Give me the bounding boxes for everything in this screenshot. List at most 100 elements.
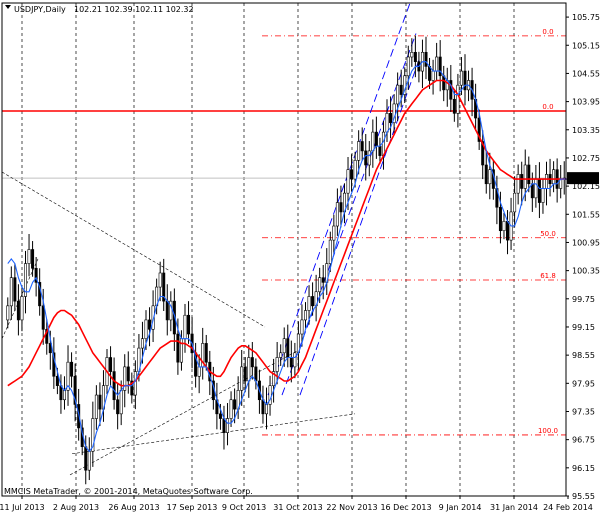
candle-body: [293, 352, 297, 368]
candle: [332, 214, 336, 255]
candle-body: [513, 192, 517, 213]
candle-body: [286, 338, 290, 358]
y-tick-label: 105.75: [572, 13, 600, 22]
candle-body: [452, 98, 456, 114]
candle-body: [311, 296, 315, 307]
candle-body: [119, 390, 123, 415]
candle-body: [250, 357, 254, 368]
candle: [481, 130, 485, 180]
candle-body: [229, 399, 233, 419]
candle-body: [428, 66, 432, 81]
candle-body: [91, 418, 95, 452]
candle-body: [130, 380, 134, 396]
candle: [459, 56, 463, 96]
candle-body: [247, 357, 251, 382]
x-tick-label: 16 Dec 2013: [380, 503, 431, 512]
candle-body: [378, 145, 382, 156]
candle-body: [243, 366, 247, 382]
candle: [452, 90, 456, 122]
candle: [151, 290, 155, 342]
candle: [545, 161, 549, 206]
y-tick-label: 100.35: [572, 267, 600, 276]
candle-body: [456, 84, 460, 114]
candle-body: [360, 141, 364, 152]
candle: [9, 266, 13, 320]
candle-body: [424, 51, 428, 67]
candle: [272, 358, 276, 403]
candle: [321, 264, 325, 300]
candle: [555, 158, 559, 203]
candle: [222, 405, 226, 450]
candle: [477, 109, 481, 150]
candle: [165, 284, 169, 336]
menu-triangle-icon[interactable]: [5, 5, 11, 9]
candle-body: [268, 385, 272, 405]
candle: [484, 150, 488, 194]
candle: [282, 327, 286, 367]
candle: [73, 363, 77, 422]
candle: [187, 301, 191, 344]
candle: [158, 261, 162, 302]
candle: [435, 42, 439, 81]
candle: [537, 162, 541, 219]
candle: [303, 302, 307, 329]
candle: [112, 357, 116, 410]
candle: [34, 257, 38, 297]
x-tick-label: 17 Sep 2013: [167, 503, 218, 512]
candle-body: [45, 329, 49, 344]
candle-body: [459, 70, 463, 86]
candle: [293, 342, 297, 379]
candle: [41, 288, 45, 345]
y-tick-label: 99.75: [572, 295, 595, 304]
channel-line: [267, 2, 411, 396]
candle: [91, 401, 95, 467]
candle: [109, 346, 113, 386]
candle-body: [282, 338, 286, 354]
fast-moving-average: [7, 61, 572, 453]
candle: [552, 161, 556, 193]
candle: [389, 96, 393, 139]
fibo-level-label: 61.8: [540, 272, 556, 280]
candle: [442, 65, 446, 102]
candle: [94, 385, 98, 430]
y-tick-label: 96.15: [572, 464, 595, 473]
y-tick-label: 103.95: [572, 98, 600, 107]
candle-body: [55, 375, 59, 386]
fibo-level-label: 50.0: [540, 230, 556, 238]
candle-body: [16, 300, 20, 321]
candle-body: [148, 319, 152, 330]
candle-body: [431, 70, 435, 81]
candle-body: [527, 164, 531, 185]
candle-body: [158, 272, 162, 288]
candle-body: [339, 202, 343, 213]
candle-body: [13, 277, 17, 302]
candle: [335, 188, 339, 236]
candle-body: [481, 141, 485, 166]
y-tick-label: 99.15: [572, 323, 595, 332]
candle-body: [516, 174, 520, 194]
ohlc-values: 102.21 102.39 102.11 102.32: [74, 5, 194, 14]
x-tick-label: 31 Jan 2014: [490, 503, 538, 512]
y-tick-label: 97.35: [572, 407, 595, 416]
candle-body: [20, 296, 24, 321]
fibo-level-label: 0.0: [542, 28, 553, 36]
candle-body: [545, 174, 549, 189]
candle: [325, 248, 329, 296]
candle: [527, 156, 531, 193]
candle: [520, 161, 524, 206]
candle: [31, 241, 35, 277]
candle-body: [346, 169, 350, 194]
candle: [307, 285, 311, 325]
candle-body: [385, 113, 389, 133]
candle: [424, 36, 428, 80]
candle: [268, 375, 272, 416]
plot-frame: [1, 2, 567, 497]
candle-body: [498, 206, 502, 232]
candle-body: [133, 371, 137, 396]
candle: [456, 73, 460, 128]
copyright-text: MMCIS MetaTrader, © 2001-2014, MetaQuote…: [4, 487, 253, 496]
candle: [126, 351, 130, 394]
candle-body: [112, 371, 116, 401]
candle-body: [144, 319, 148, 340]
